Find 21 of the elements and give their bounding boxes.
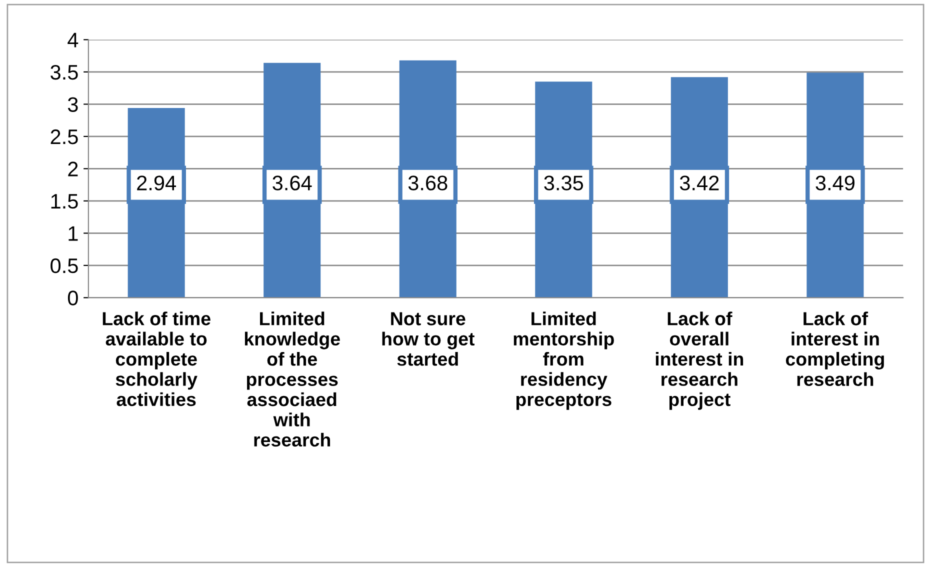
- y-tick-label: 1: [68, 226, 78, 241]
- data-label: 2.94: [137, 176, 176, 190]
- data-label: 3.35: [544, 176, 584, 190]
- x-tick-label: Lack of time available to complete scholarly activities: [102, 312, 210, 406]
- data-label: 3.64: [272, 176, 312, 190]
- x-tick-label: Lack of overall interest in research project: [656, 312, 744, 410]
- data-label: 3.49: [816, 176, 854, 190]
- data-label: 3.68: [408, 176, 448, 190]
- y-tick-label: 2: [68, 162, 78, 176]
- y-tick-label: 0: [68, 290, 78, 306]
- data-label: 3.42: [680, 176, 719, 190]
- x-tick-label: Lack of interest in completing research: [786, 312, 884, 386]
- y-tick-label: 0.5: [50, 258, 78, 274]
- y-tick-label: 2.5: [50, 129, 78, 144]
- y-tick-label: 1.5: [51, 194, 78, 209]
- x-tick-label: Limited mentorship from residency preceptors: [514, 312, 614, 410]
- y-tick-label: 3: [68, 97, 78, 112]
- x-tick-label: Not sure how to get started: [382, 312, 475, 366]
- y-tick-label: 4: [68, 32, 78, 48]
- x-tick-label: Limited knowledge of the processes associaed with research: [244, 312, 340, 447]
- y-tick-label: 3.5: [50, 64, 78, 80]
